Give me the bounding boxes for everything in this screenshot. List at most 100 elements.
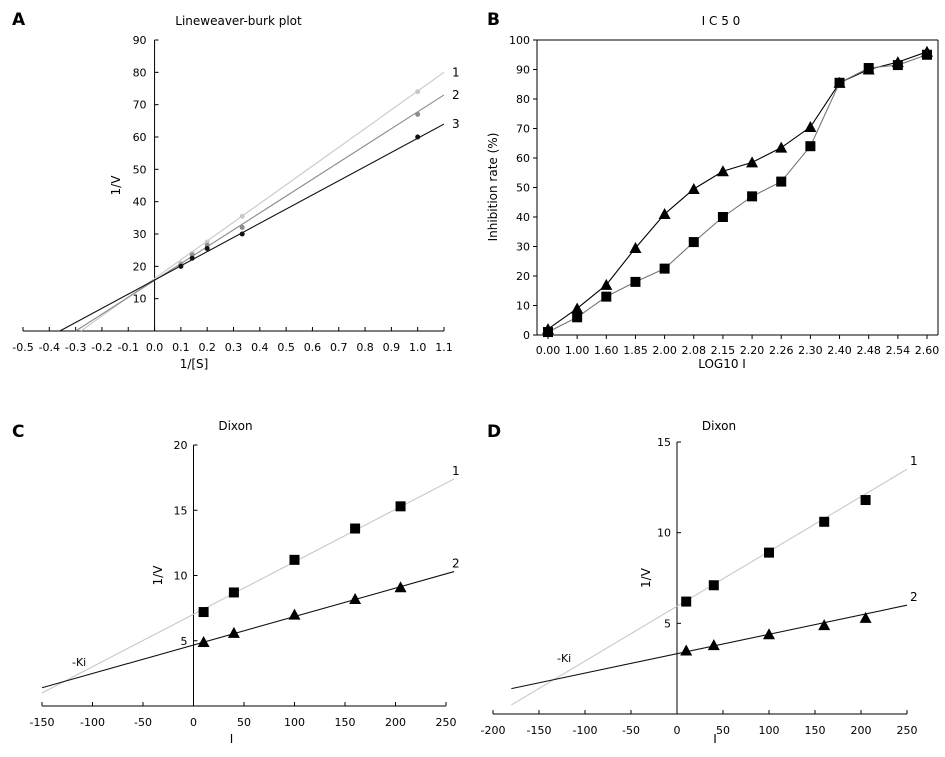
data-point-square xyxy=(805,141,816,152)
data-point-square xyxy=(630,276,641,287)
chart-title: Lineweaver-burk plot xyxy=(175,14,302,28)
data-point-square xyxy=(860,495,871,506)
data-point-triangle xyxy=(571,302,584,314)
data-point-square xyxy=(717,212,728,222)
series-line-square xyxy=(547,54,928,333)
x-tick-label: 0.4 xyxy=(251,341,269,354)
x-tick-label: 50 xyxy=(237,716,251,729)
y-axis-label: 1/V xyxy=(639,567,653,588)
y-tick-label: 60 xyxy=(516,152,530,165)
data-point-square xyxy=(395,501,406,512)
ki-annotation: -Ki xyxy=(557,652,571,665)
x-tick-label: 50 xyxy=(716,724,730,737)
y-tick-label: 0 xyxy=(523,329,530,342)
panel-label-a: A xyxy=(12,10,26,30)
panel-label-d: D xyxy=(487,422,501,442)
x-tick-label: 0.5 xyxy=(277,341,295,354)
x-tick-label: 2.00 xyxy=(652,344,677,357)
series-line-1 xyxy=(41,478,455,694)
y-tick-label: 40 xyxy=(516,211,530,224)
x-tick-label: 1.60 xyxy=(594,344,619,357)
data-point-square xyxy=(764,547,774,558)
data-point xyxy=(415,111,421,117)
data-point-triangle xyxy=(804,121,817,133)
data-point-square xyxy=(350,523,361,534)
chart-ic50: 0 10 20 30 40 50 60 70 80 90 100 0.00 1.00 1.60 1.85 2.… xyxy=(486,14,939,371)
y-tick-label: 20 xyxy=(174,439,188,452)
data-point-square xyxy=(572,312,583,323)
x-tick-label: -0.4 xyxy=(39,341,60,354)
x-tick-label: -100 xyxy=(573,724,598,737)
chart-title: Dixon xyxy=(702,419,736,433)
series-line-2 xyxy=(41,571,455,689)
y-tick-label: 10 xyxy=(174,570,188,583)
data-point-square xyxy=(688,237,699,248)
x-tick-label: 1.0 xyxy=(409,341,427,354)
x-tick-label: 2.54 xyxy=(886,344,911,357)
data-point xyxy=(239,231,245,237)
y-tick-label: 50 xyxy=(516,182,530,195)
x-tick-label: 2.20 xyxy=(740,344,765,357)
y-axis-label: 1/V xyxy=(109,175,123,196)
series-label-2: 2 xyxy=(452,557,460,571)
data-point-square xyxy=(681,596,692,607)
y-tick-label: 10 xyxy=(657,527,671,540)
data-point-square xyxy=(863,63,874,74)
data-point-triangle xyxy=(227,626,240,638)
y-tick-label: 80 xyxy=(133,66,147,79)
x-tick-label: 100 xyxy=(759,724,780,737)
data-point xyxy=(189,255,195,261)
data-point-triangle xyxy=(818,619,831,631)
series-label-2: 2 xyxy=(910,590,918,604)
data-point-triangle xyxy=(600,278,613,290)
x-tick-label: 2.30 xyxy=(798,344,823,357)
x-tick-label: 0.0 xyxy=(146,341,164,354)
data-point-triangle xyxy=(288,608,301,620)
x-tick-label: 200 xyxy=(385,716,406,729)
x-tick-label: 1.1 xyxy=(435,341,453,354)
data-point-triangle xyxy=(629,241,642,253)
y-tick-label: 80 xyxy=(516,93,530,106)
y-tick-label: 90 xyxy=(133,34,147,47)
data-point-square xyxy=(228,587,239,598)
x-axis-label: I xyxy=(230,732,234,746)
x-tick-label: 2.40 xyxy=(827,344,852,357)
data-point xyxy=(204,246,210,252)
y-tick-label: 5 xyxy=(181,635,188,648)
series-label-3: 3 xyxy=(452,117,460,131)
y-tick-label: 90 xyxy=(516,64,530,77)
ki-annotation: -Ki xyxy=(72,656,86,669)
series-line-1 xyxy=(80,71,445,332)
y-tick-label: 20 xyxy=(516,270,530,283)
data-point-triangle xyxy=(349,592,362,604)
x-tick-label: -0.3 xyxy=(65,341,86,354)
x-tick-label: 0.9 xyxy=(383,341,401,354)
x-tick-label: -50 xyxy=(134,716,152,729)
x-tick-label: 150 xyxy=(335,716,356,729)
x-tick-label: 1.00 xyxy=(565,344,590,357)
x-tick-label: 0.7 xyxy=(330,341,348,354)
panel-label-c: C xyxy=(12,422,24,442)
y-tick-label: 70 xyxy=(516,123,530,136)
series-label-1: 1 xyxy=(452,464,460,478)
series-line-2 xyxy=(75,94,445,332)
data-point-triangle xyxy=(859,611,872,623)
series-label-1: 1 xyxy=(452,65,460,79)
data-point-square xyxy=(834,77,845,88)
data-point-square xyxy=(543,327,553,338)
x-tick-label: 0.6 xyxy=(304,341,322,354)
x-axis-label: I xyxy=(713,732,717,746)
series-line-2 xyxy=(511,604,908,690)
data-point-square xyxy=(289,554,300,565)
x-tick-label: 2.08 xyxy=(682,344,707,357)
x-tick-label: -50 xyxy=(622,724,640,737)
data-point-triangle xyxy=(707,639,720,651)
x-tick-label: 0.00 xyxy=(536,344,561,357)
data-point-triangle xyxy=(658,208,671,220)
panel-label-b: B xyxy=(487,10,500,30)
y-tick-label: 15 xyxy=(174,504,188,517)
y-tick-label: 40 xyxy=(133,196,147,209)
x-tick-label: 0 xyxy=(674,724,681,737)
x-tick-label: 200 xyxy=(851,724,872,737)
